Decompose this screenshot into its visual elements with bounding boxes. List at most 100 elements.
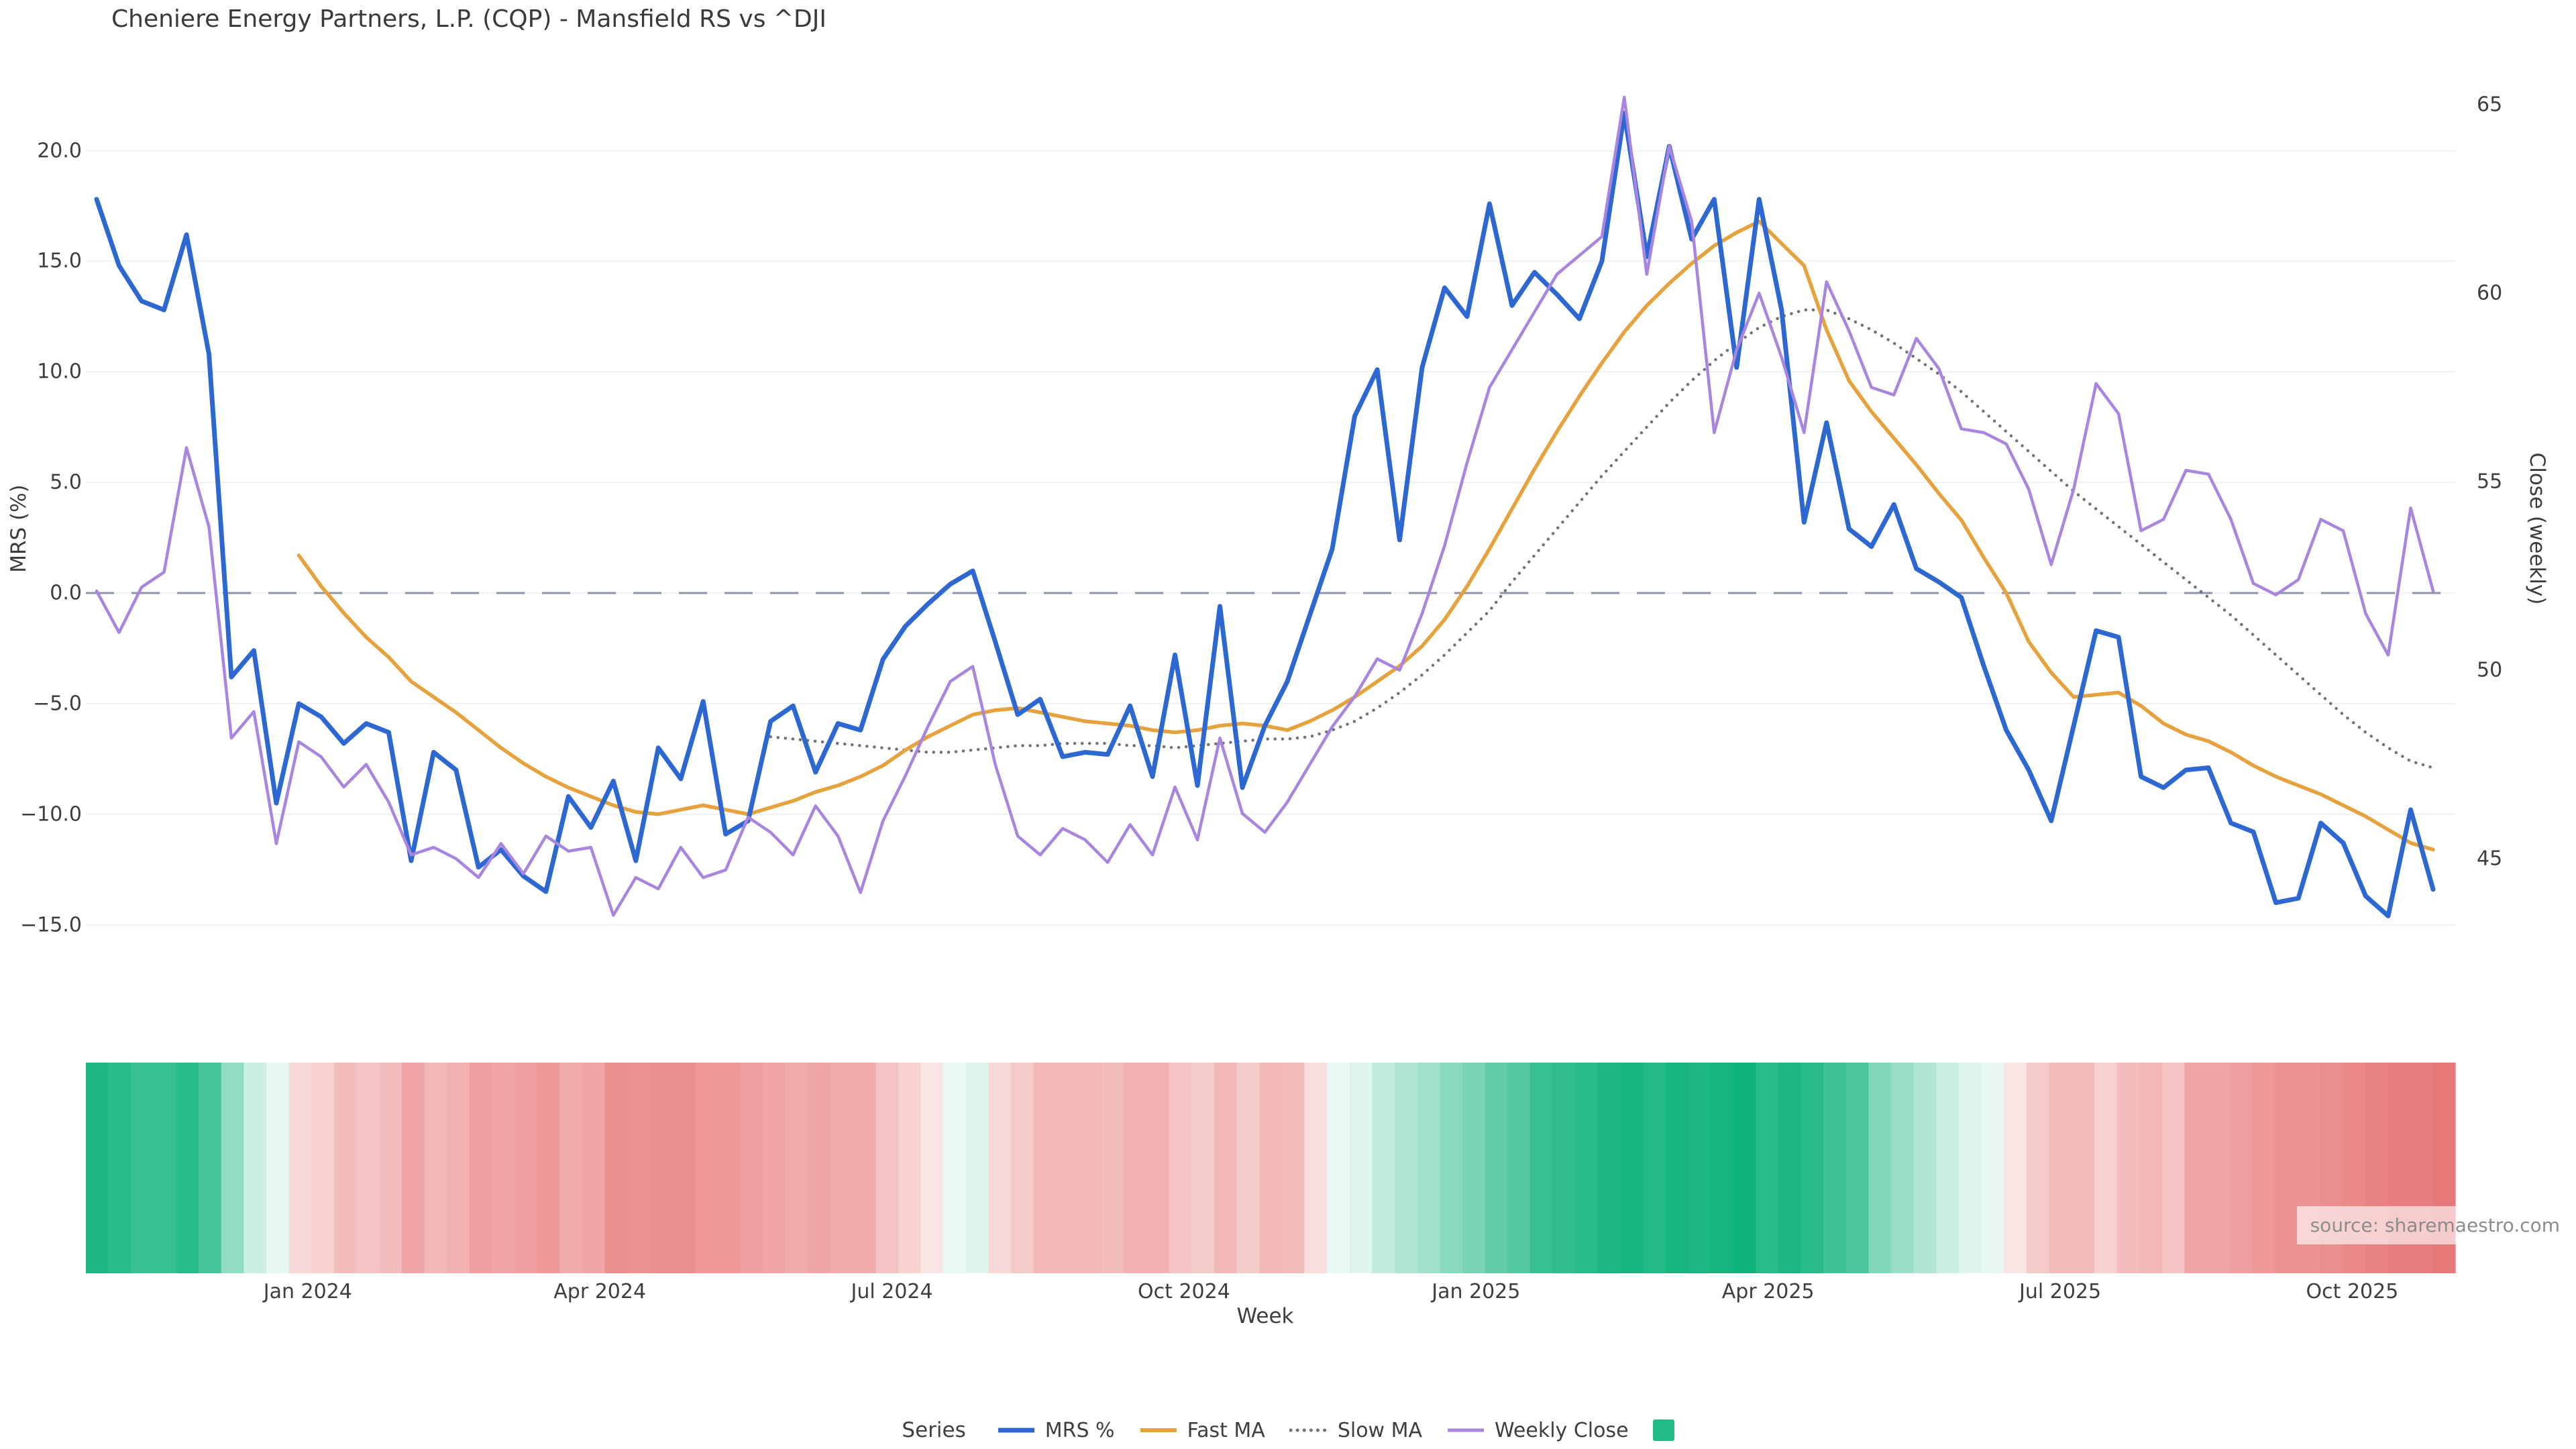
series-line-weekly-close [95,95,2435,917]
right-axis-tick: 60 [2477,281,2503,305]
heatmap-cell [853,1063,876,1273]
x-axis-tick: Jan 2024 [263,1280,352,1303]
heatmap-cell [2004,1063,2027,1273]
heatmap-cell [1372,1063,1395,1273]
heatmap-cell [604,1063,628,1273]
heatmap-cell [1011,1063,1034,1273]
heatmap-cell [1259,1063,1283,1273]
heatmap-cell [1079,1063,1102,1273]
heatmap-cell [1056,1063,1079,1273]
x-axis-tick: Oct 2024 [1138,1280,1230,1303]
heatmap-cell [1349,1063,1373,1273]
left-axis-tick: 10.0 [37,360,82,384]
left-axis-tick: −5.0 [33,692,82,716]
heatmap-cell [672,1063,696,1273]
slow-ma-dotted-swatch-icon [1289,1428,1328,1432]
left-axis-tick: 20.0 [37,139,82,163]
x-axis-tick: Oct 2025 [2306,1280,2399,1303]
heatmap-cell [2229,1063,2253,1273]
right-axis-tick: 50 [2477,658,2503,682]
heatmap-cell [469,1063,493,1273]
heatmap-cell [221,1063,245,1273]
heatmap-cell [1395,1063,1418,1273]
heatmap-cell [288,1063,312,1273]
heatmap-cell [1575,1063,1599,1273]
heatmap-cell [1688,1063,1711,1273]
left-axis-tick: 0.0 [50,581,82,605]
heatmap-cell [740,1063,763,1273]
series-line-slow-ma [769,308,2435,769]
heatmap-cell [1733,1063,1756,1273]
left-axis-tick: 15.0 [37,249,82,273]
heatmap-cell [1958,1063,1982,1273]
right-axis-tick: 55 [2477,470,2503,494]
heatmap-cell [1529,1063,1554,1273]
heatmap-cell [1552,1063,1576,1273]
heatmap-cell [2049,1063,2072,1273]
heatmap-cell [1665,1063,1688,1273]
heatmap-cell [2184,1063,2208,1273]
heatmap-cell [244,1063,267,1273]
heatmap-cell [401,1063,425,1273]
heatmap-cell [131,1063,154,1273]
heatmap-cell [943,1063,967,1273]
heatmap-cell [2026,1063,2050,1273]
heatmap-cell [447,1063,470,1273]
legend-label-slow-ma: Slow MA [1337,1418,1423,1442]
x-axis-tick: Jan 2025 [1432,1280,1521,1303]
legend-item-fast-ma: Fast MA [1139,1419,1265,1442]
heatmap-cell [1981,1063,2004,1273]
heatmap-cell [965,1063,989,1273]
heatmap-cell [830,1063,854,1273]
heatmap-cell [199,1063,222,1273]
heatmap-cell [1913,1063,1937,1273]
heatmap-cell [1417,1063,1440,1273]
source-attribution: source: sharemaestro.com [2296,1206,2573,1244]
series-line-fast-ma [297,219,2435,852]
heatmap-cell [2139,1063,2163,1273]
heatmap-cell [1507,1063,1531,1273]
heatmap-cell [356,1063,380,1273]
heatmap-cell [1236,1063,1260,1273]
heatmap-cell [1101,1063,1124,1273]
heatmap-cell [1304,1063,1328,1273]
mrs-line-swatch-icon [998,1428,1034,1433]
heatmap-cell [1191,1063,1215,1273]
x-axis-tick: Jul 2025 [2019,1280,2102,1303]
heatmap-cell [2161,1063,2185,1273]
left-axis-tick: −10.0 [20,802,82,826]
heatmap-cell [176,1063,199,1273]
series-line-mrs- [94,111,2436,918]
heatmap-cell [1485,1063,1508,1273]
heatmap-cell [379,1063,402,1273]
heatmap-cell [1281,1063,1305,1273]
heatmap-cell [1868,1063,1892,1273]
heatmap-cell [108,1063,131,1273]
right-axis-tick: 65 [2477,93,2503,117]
heatmap-cell [808,1063,831,1273]
legend-label-fast-ma: Fast MA [1187,1418,1265,1442]
heatmap-cell [1936,1063,1960,1273]
left-axis-tick: 5.0 [50,470,82,494]
heatmap-cell [898,1063,922,1273]
legend-item-heatmap [1652,1419,1674,1441]
legend-label-weekly-close: Weekly Close [1495,1418,1629,1442]
heatmap-cell [1124,1063,1147,1273]
heatmap-cell [875,1063,899,1273]
x-axis-tick: Apr 2025 [1721,1280,1815,1303]
weekly-close-line-swatch-icon [1448,1428,1485,1432]
fast-ma-line-swatch-icon [1140,1428,1177,1432]
heatmap-cell [1214,1063,1238,1273]
legend-label-mrs: MRS % [1044,1418,1115,1442]
chart-title: Cheniere Energy Partners, L.P. (CQP) - M… [111,5,827,33]
legend-item-weekly-close: Weekly Close [1446,1419,1629,1442]
heatmap-cell [334,1063,358,1273]
heatmap-cell [627,1063,651,1273]
heatmap-cell [717,1063,741,1273]
heatmap-cell [2116,1063,2140,1273]
heatmap-cell [1710,1063,1734,1273]
heatmap-cell [1845,1063,1870,1273]
heatmap-cell [763,1063,786,1273]
heatmap-cell [1327,1063,1350,1273]
